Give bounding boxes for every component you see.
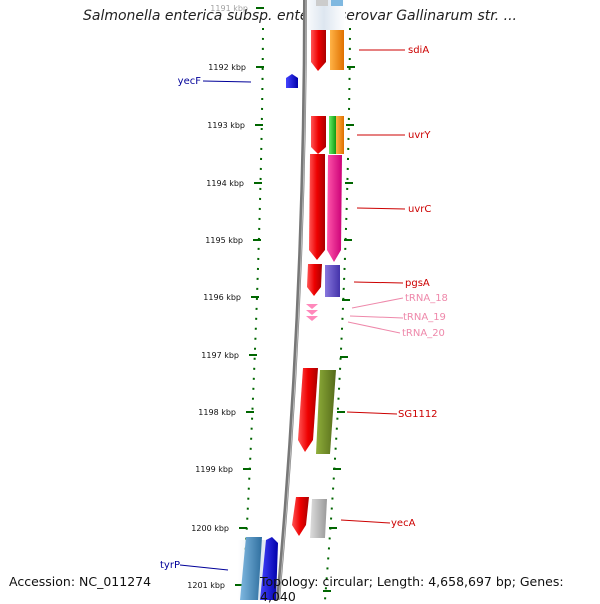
gene-uvrC-box[interactable] bbox=[327, 155, 342, 262]
gene-uvrY-arrow[interactable] bbox=[311, 116, 326, 154]
gene-tRNA-20[interactable] bbox=[306, 316, 318, 321]
tick-label-1195: 1195 kbp bbox=[205, 236, 243, 245]
chart-title: Salmonella enterica subsp. enterica sero… bbox=[83, 8, 517, 24]
gene-uvrY-green[interactable] bbox=[329, 116, 336, 154]
gene-bottom-blue[interactable] bbox=[260, 537, 278, 600]
gene-tyrP[interactable] bbox=[240, 537, 262, 600]
tick-label-1192: 1192 kbp bbox=[208, 63, 246, 72]
label-sdiA: sdiA bbox=[408, 45, 429, 56]
gene-top-stub-b bbox=[331, 0, 343, 6]
gene-yecA-arrow[interactable] bbox=[292, 497, 309, 536]
label-uvrC: uvrC bbox=[408, 204, 431, 215]
gene-sdiA-arrow[interactable] bbox=[311, 30, 326, 71]
tick-label-1194: 1194 kbp bbox=[206, 179, 244, 188]
gene-pgsA-box[interactable] bbox=[325, 265, 340, 297]
gene-pgsA-arrow[interactable] bbox=[307, 264, 322, 296]
gene-tRNA-19[interactable] bbox=[306, 310, 318, 315]
label-tRNA-19: tRNA_19 bbox=[403, 312, 446, 323]
tick-label-1200: 1200 kbp bbox=[191, 524, 229, 533]
right-major-ticks bbox=[323, 66, 355, 592]
right-scale-line bbox=[324, 27, 351, 600]
tick-label-1191: 1191 kbp bbox=[210, 4, 248, 13]
label-pgsA: pgsA bbox=[405, 278, 430, 289]
label-yecA: yecA bbox=[391, 518, 416, 529]
backbone-line bbox=[276, 0, 307, 600]
label-SG1112: SG1112 bbox=[398, 409, 438, 420]
tick-label-1198: 1198 kbp bbox=[198, 408, 236, 417]
gene-uvrC-arrow[interactable] bbox=[309, 154, 325, 260]
left-scale-line bbox=[242, 27, 264, 600]
gene-SG1112-box[interactable] bbox=[316, 370, 336, 454]
gene-tRNA-18[interactable] bbox=[306, 304, 318, 309]
gene-top-stub-a bbox=[316, 0, 328, 6]
label-tRNA-20: tRNA_20 bbox=[402, 328, 445, 339]
gene-yecF[interactable] bbox=[286, 74, 298, 88]
tick-label-1196: 1196 kbp bbox=[203, 293, 241, 302]
label-tRNA-18: tRNA_18 bbox=[405, 293, 448, 304]
label-yecF: yecF bbox=[178, 76, 202, 87]
gene-sdiA-box[interactable] bbox=[330, 30, 344, 70]
gene-yecA-box[interactable] bbox=[310, 499, 327, 538]
label-uvrY: uvrY bbox=[408, 130, 431, 141]
tick-label-1201: 1201 kbp bbox=[187, 581, 225, 590]
gene-SG1112-arrow[interactable] bbox=[298, 368, 318, 452]
accession-text: Accession: NC_011274 bbox=[9, 574, 152, 589]
left-major-ticks bbox=[235, 7, 264, 586]
tick-label-1199: 1199 kbp bbox=[195, 465, 233, 474]
tick-label-1197: 1197 kbp bbox=[201, 351, 239, 360]
label-tyrP: tyrP bbox=[160, 560, 180, 571]
gene-uvrY-orange[interactable] bbox=[336, 116, 344, 154]
leader-lines-left bbox=[179, 80, 252, 571]
tick-label-1193: 1193 kbp bbox=[207, 121, 245, 130]
leader-lines-right bbox=[340, 49, 406, 524]
backbone-highlight bbox=[278, 0, 307, 600]
